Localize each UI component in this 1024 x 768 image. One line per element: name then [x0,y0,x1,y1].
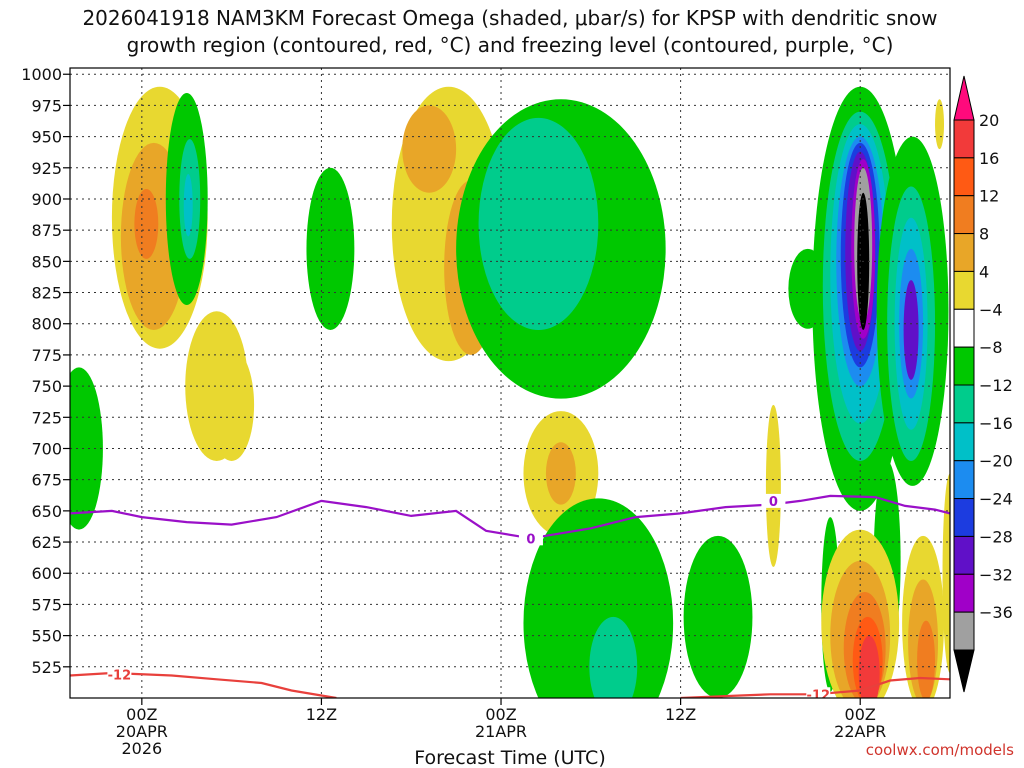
dendritic-label-west-bg [107,667,132,682]
omega-region-9 [306,167,355,330]
y-tick-label-5: 650 [31,502,62,521]
omega-region-47 [917,620,936,698]
chart-title-line1: 2026041918 NAM3KM Forecast Omega (shaded… [82,6,937,30]
colorbar-swatch-12 [953,573,975,613]
y-tick-label-8: 725 [31,408,62,427]
y-tick-label-6: 675 [31,471,62,490]
colorbar-swatch-0 [953,119,975,159]
credit-link[interactable]: coolwx.com/models [866,741,1014,759]
y-tick-label-19: 1000 [21,65,62,84]
omega-region-2 [134,189,159,259]
y-tick-label-16: 925 [31,159,62,178]
colorbar-label-5: −4 [979,300,1003,319]
colorbar-swatch-3 [953,233,975,272]
colorbar-label-6: −8 [979,338,1003,357]
x-tick-date-0: 20APR [116,722,168,741]
omega-region-49 [935,99,945,150]
colorbar-bottom-arrow [953,649,975,693]
omega-region-22 [765,404,781,568]
y-tick-label-12: 825 [31,284,62,303]
x-tick-label-2: 00Z [485,705,516,724]
colorbar-swatch-1 [953,157,975,197]
y-tick-label-13: 850 [31,252,62,271]
x-tick-date-4: 22APR [834,722,886,741]
colorbar-swatch-7 [953,384,975,424]
dendritic-label-east-bg [806,687,831,698]
colorbar-label-9: −20 [979,452,1013,471]
omega-region-17 [545,442,576,505]
y-tick-label-3: 600 [31,564,62,583]
freezing-label-b-bg [761,493,786,508]
colorbar-label-3: 8 [979,225,989,244]
colorbar-swatch-4 [953,270,975,310]
omega-region-12 [402,105,457,193]
y-tick-label-11: 800 [31,315,62,334]
colorbar-label-4: 4 [979,262,989,281]
x-tick-label-0: 00Z [126,705,157,724]
freezing-label-b: 0 [769,495,778,510]
chart-title-line2: growth region (contoured, red, °C) and f… [127,33,894,57]
grid [70,68,950,698]
omega-region-19 [589,616,638,698]
dendritic-contour-east [680,676,950,698]
x-tick-year-0: 2026 [121,739,162,758]
omega-region-7 [183,174,193,237]
y-tick-label-2: 575 [31,595,62,614]
colorbar-swatch-10 [953,498,975,537]
plot-frame [69,67,951,699]
x-axis-label: Forecast Time (UTC) [414,747,605,768]
dendritic-label-west: -12 [108,668,132,683]
x-tick-label-3: 12Z [665,705,696,724]
x-tick-date-2: 21APR [475,722,527,741]
omega-region-15 [478,117,599,330]
y-tick-label-18: 975 [31,96,62,115]
omega-region-38 [903,280,919,380]
y-tick-label-14: 875 [31,221,62,240]
omega-region-20 [683,535,753,698]
colorbar-swatch-6 [953,346,975,386]
colorbar-label-10: −24 [979,490,1013,509]
colorbar-label-2: 12 [979,187,999,206]
freezing-level-contour [70,494,950,540]
y-tick-label-0: 525 [31,658,62,677]
contours: -12 -12 0 0 [70,493,950,703]
colorbar-label-8: −16 [979,414,1013,433]
omega-region-4 [209,348,255,461]
y-tick-label-1: 550 [31,627,62,646]
colorbar-swatch-8 [953,422,975,462]
colorbar-label-7: −12 [979,376,1013,395]
x-tick-label-1: 12Z [306,705,337,724]
omega-region-8 [70,367,103,530]
colorbar-top-arrow [953,75,975,121]
colorbar-swatch-2 [953,195,975,235]
dendritic-label-east: -12 [807,688,831,703]
colorbar-label-11: −28 [979,527,1013,546]
colorbar: 20 16 12 8 4 −4 −8 −12 −16 −20 −24 −28 −32 −36 [953,75,1013,693]
x-tick-label-4: 00Z [845,705,876,724]
y-tick-label-9: 750 [31,377,62,396]
colorbar-label-12: −32 [979,565,1013,584]
colorbar-label-0: 20 [979,111,999,130]
y-tick-label-10: 775 [31,346,62,365]
colorbar-label-1: 16 [979,149,999,168]
freezing-label-a: 0 [526,532,535,547]
omega-region-44 [858,635,880,698]
colorbar-swatch-9 [953,460,975,500]
y-tick-label-15: 900 [31,190,62,209]
y-tick-label-7: 700 [31,439,62,458]
y-tick-label-17: 950 [31,128,62,147]
omega-region-18 [523,498,674,698]
colorbar-swatch-5 [953,308,975,348]
freezing-label-a-bg [518,531,543,546]
y-tick-label-4: 625 [31,533,62,552]
colorbar-swatch-11 [953,535,975,575]
y-axis: 525 550 575 600 625 650 675 700 725 750 775 800 825 8… [21,65,70,677]
colorbar-label-13: −36 [979,603,1013,622]
colorbar-swatch-13 [953,611,975,651]
